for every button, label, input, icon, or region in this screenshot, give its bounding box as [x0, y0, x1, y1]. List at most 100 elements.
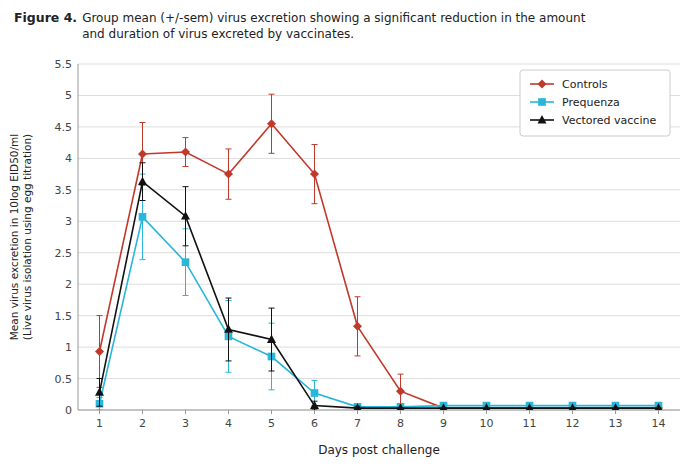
point-marker	[482, 403, 491, 410]
point-marker	[138, 177, 147, 185]
point-marker	[95, 387, 104, 395]
series	[96, 174, 663, 410]
x-tick-label: 2	[139, 417, 146, 430]
x-tick	[529, 410, 530, 414]
y-tick-label: 0	[65, 404, 72, 417]
legend-label: Vectored vaccine	[562, 114, 656, 127]
subtitle-line: and duration of virus excreted by vaccin…	[82, 27, 354, 41]
point-marker	[224, 325, 233, 333]
point-marker	[310, 170, 319, 179]
series-line	[100, 182, 659, 408]
y-axis-label: Mean virus excretion in 10log EID50/ml(L…	[8, 134, 33, 340]
point-marker	[353, 403, 362, 410]
x-tick	[357, 410, 358, 414]
legend-marker	[538, 115, 547, 123]
series	[95, 94, 663, 410]
x-tick-label: 5	[268, 417, 275, 430]
grid-line	[78, 410, 680, 411]
point-marker	[139, 213, 147, 221]
point-marker	[267, 119, 276, 128]
point-marker	[654, 403, 663, 410]
y-tick-label: 4.5	[55, 121, 73, 134]
y-tick-label: 3	[65, 215, 72, 228]
grid-line	[78, 221, 680, 222]
series-line	[100, 124, 659, 408]
y-tick-label: 1.5	[55, 310, 73, 323]
subtitle-line: Group mean (+/-sem) virus excretion show…	[82, 11, 586, 25]
y-axis-label-line: Mean virus excretion in 10log EID50/ml	[8, 134, 20, 340]
x-tick	[185, 410, 186, 414]
x-tick	[228, 410, 229, 414]
grid-line	[78, 252, 680, 253]
x-tick-label: 12	[566, 417, 580, 430]
series	[95, 163, 663, 410]
x-tick-label: 9	[440, 417, 447, 430]
x-tick	[443, 410, 444, 414]
x-axis-label: Days post challenge	[318, 443, 440, 457]
grid-line	[78, 284, 680, 285]
x-tick-label: 4	[225, 417, 232, 430]
legend: Controls Prequenza Vectored vaccine	[520, 70, 670, 136]
point-marker	[181, 211, 190, 219]
x-tick-label: 11	[523, 417, 537, 430]
y-tick-label: 2.5	[55, 247, 73, 260]
legend-label: Controls	[562, 78, 608, 91]
point-marker	[138, 149, 147, 158]
point-marker	[525, 403, 534, 410]
x-tick-label: 13	[609, 417, 623, 430]
y-tick-label: 1	[65, 341, 72, 354]
grid-line	[78, 158, 680, 159]
x-tick-label: 10	[480, 417, 494, 430]
point-marker	[310, 401, 319, 409]
x-tick	[99, 410, 100, 414]
x-tick-label: 7	[354, 417, 361, 430]
legend-label: Prequenza	[562, 96, 620, 109]
grid	[78, 64, 680, 410]
x-tick-label: 8	[397, 417, 404, 430]
legend-marker	[538, 98, 546, 106]
x-tick	[271, 410, 272, 414]
y-tick-label: 4	[65, 152, 72, 165]
x-tick-label: 14	[652, 417, 666, 430]
legend-box	[520, 70, 670, 136]
y-axis-label-line: (Live virus isolation using egg titratio…	[21, 134, 33, 340]
point-marker	[611, 403, 620, 410]
x-tick	[572, 410, 573, 414]
y-tick-label: 5.5	[55, 58, 73, 71]
grid-line	[78, 378, 680, 379]
y-tick-label: 0.5	[55, 373, 73, 386]
point-marker	[354, 403, 362, 410]
x-tick	[400, 410, 401, 414]
point-marker	[568, 403, 577, 410]
point-marker	[224, 170, 233, 179]
x-tick	[314, 410, 315, 414]
point-marker	[396, 403, 405, 410]
x-tick	[142, 410, 143, 414]
grid-line	[78, 315, 680, 316]
x-tick	[658, 410, 659, 414]
legend-marker	[538, 80, 547, 89]
x-tick-label: 3	[182, 417, 189, 430]
y-tick-label: 2	[65, 278, 72, 291]
chart: Figure 4.Group mean (+/-sem) virus excre…	[0, 0, 696, 466]
y-tick-label: 5	[65, 89, 72, 102]
x-tick-label: 1	[96, 417, 103, 430]
point-marker	[353, 322, 362, 331]
x-tick	[615, 410, 616, 414]
x-tick	[486, 410, 487, 414]
grid-line	[78, 189, 680, 190]
y-tick-label: 3.5	[55, 184, 73, 197]
x-axis-line	[78, 410, 680, 411]
grid-line	[78, 347, 680, 348]
point-marker	[182, 258, 190, 266]
point-marker	[439, 403, 448, 410]
grid-line	[78, 64, 680, 65]
plot-area	[95, 94, 663, 410]
subtitle: Group mean (+/-sem) virus excretion show…	[82, 11, 586, 41]
x-tick-label: 6	[311, 417, 318, 430]
point-marker	[95, 347, 104, 356]
point-marker	[181, 148, 190, 157]
point-marker	[397, 403, 405, 410]
point-marker	[311, 389, 319, 397]
point-marker	[267, 335, 276, 343]
